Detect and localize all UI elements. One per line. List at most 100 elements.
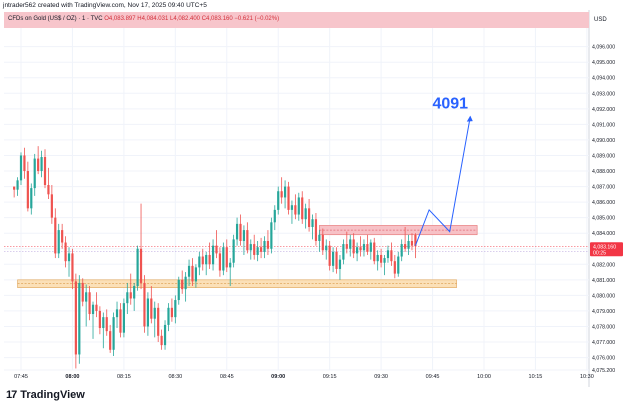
candle-body: [61, 230, 64, 243]
candle-body: [352, 239, 355, 254]
candle-body: [47, 185, 50, 195]
price-tick-label: 4,081.000: [592, 278, 615, 284]
price-tick-label: 4,096.000: [592, 45, 615, 51]
symbol-legend[interactable]: CFDs on Gold (US$ / OZ) · 1 · TVC O4,083…: [8, 16, 279, 22]
chart-caption: jntrader562 created with TradingView.com…: [3, 2, 207, 9]
price-tick-label: 4,077.000: [592, 340, 615, 346]
price-tick-label: 4,075.200: [592, 368, 615, 374]
candle-body: [321, 234, 324, 251]
candle-body: [242, 230, 246, 241]
candle-body: [232, 239, 235, 263]
candle-body: [253, 244, 256, 255]
candle-body: [328, 245, 331, 266]
candle-body: [335, 251, 338, 269]
candle-body: [397, 256, 400, 274]
bar-countdown-label: 00:25: [593, 250, 606, 256]
candle-body: [184, 276, 187, 290]
time-tick-label: 09:15: [323, 374, 337, 380]
candle-body: [410, 240, 414, 246]
candle-body: [376, 254, 379, 262]
candle-body: [187, 265, 191, 277]
candle-body: [98, 310, 101, 329]
time-tick-label: 10:00: [477, 374, 491, 380]
candle-body: [112, 317, 115, 350]
projection-arrowhead: [466, 115, 473, 122]
zones-layer: [4, 225, 589, 288]
candle-body: [218, 253, 222, 271]
candle-body: [314, 219, 318, 241]
candle-body: [50, 194, 53, 218]
candle-body: [74, 281, 77, 355]
candle-body: [290, 205, 294, 210]
candle-body: [109, 331, 112, 350]
candle-body: [40, 157, 43, 172]
candle-body: [311, 219, 314, 227]
candle-body: [54, 217, 57, 254]
price-tick-label: 4,094.000: [592, 76, 615, 82]
candle-body: [393, 261, 396, 274]
time-tick-label: 08:15: [117, 374, 131, 380]
candle-body: [23, 155, 26, 172]
tradingview-logo[interactable]: 17 TradingView: [6, 389, 85, 401]
candle-body: [362, 244, 366, 251]
price-tick-label: 4,076.000: [592, 356, 615, 362]
ohlc-open: O4,083.897: [104, 16, 136, 22]
ohlc-close: C4,083.160: [201, 16, 233, 22]
candle-body: [400, 244, 403, 257]
candle-body: [177, 279, 180, 301]
candle-body: [342, 244, 345, 260]
price-change: −0.621 (−0.02%): [234, 16, 280, 22]
time-tick-label: 08:00: [65, 374, 79, 380]
time-tick-label: 09:45: [426, 374, 440, 380]
candle-body: [345, 244, 348, 249]
price-axis[interactable]: 4,075.200 4,076.000 4,077.000 4,078.000 4,07…: [590, 45, 623, 374]
candle-body: [263, 240, 266, 252]
candle-body: [373, 242, 376, 262]
candle-body: [211, 245, 215, 265]
candle-body: [191, 265, 194, 282]
candle-body: [356, 247, 359, 254]
price-tick-label: 4,088.000: [592, 169, 615, 175]
candle-body: [78, 282, 81, 355]
symbol-name: CFDs on Gold (US$ / OZ) · 1 · TVC: [8, 16, 103, 22]
candle-body: [201, 256, 204, 265]
candle-body: [37, 158, 40, 172]
candle-body: [102, 317, 105, 329]
candles-layer: [13, 146, 417, 369]
candle-body: [126, 292, 129, 304]
projection-layer: 4091: [414, 96, 473, 246]
candle-body: [380, 254, 383, 263]
price-tick-label: 4,089.000: [592, 153, 615, 159]
candle-body: [307, 208, 311, 227]
price-tick-label: 4,084.000: [592, 231, 615, 237]
price-tick-label: 4,090.000: [592, 138, 615, 144]
candle-body: [91, 304, 95, 315]
candle-body: [273, 209, 276, 223]
price-tick-label: 4,080.000: [592, 293, 615, 299]
candle-body: [407, 240, 410, 249]
currency-label[interactable]: USD: [594, 17, 607, 23]
candle-body: [205, 254, 208, 265]
candle-body: [57, 230, 60, 254]
candle-body: [266, 240, 270, 249]
candle-body: [283, 186, 287, 198]
candle-body: [81, 282, 84, 302]
tradingview-mark-icon: 17: [6, 389, 17, 401]
candle-body: [64, 242, 67, 262]
time-tick-label: 10:30: [580, 374, 594, 380]
candle-body: [259, 247, 263, 252]
price-tick-label: 4,087.000: [592, 185, 615, 191]
candle-body: [19, 155, 23, 181]
candle-body: [167, 307, 170, 325]
candle-body: [338, 259, 342, 269]
current-price-label: 4,083.160: [593, 244, 616, 250]
projection-path: [414, 116, 471, 246]
candle-body: [85, 292, 88, 302]
current-price-tag: [590, 242, 623, 257]
candle-body: [181, 279, 184, 290]
candle-body: [208, 254, 211, 265]
candle-body: [331, 251, 335, 266]
time-axis[interactable]: 07:45 08:00 08:15 08:30 08:45 09:00 09:15 09:30…: [14, 374, 594, 380]
candle-body: [349, 239, 352, 249]
